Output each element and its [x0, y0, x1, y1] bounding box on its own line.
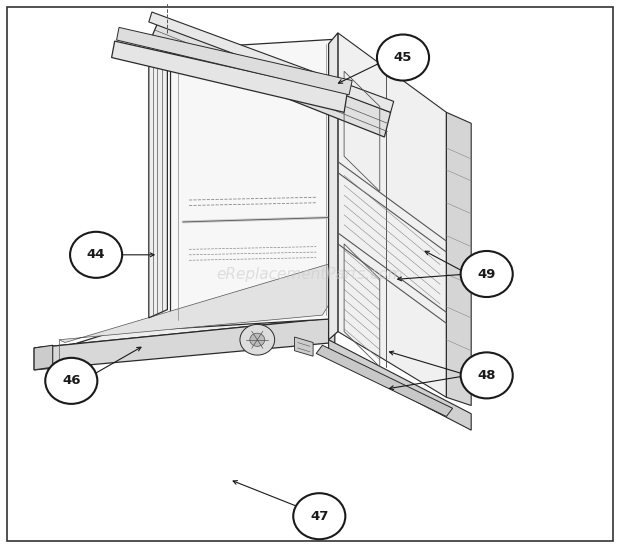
Circle shape [240, 324, 275, 355]
Text: 49: 49 [477, 267, 496, 281]
Polygon shape [329, 340, 471, 430]
Circle shape [461, 352, 513, 398]
Polygon shape [329, 33, 338, 340]
Polygon shape [338, 33, 446, 397]
Polygon shape [34, 318, 335, 370]
Polygon shape [149, 36, 167, 318]
Polygon shape [59, 255, 360, 342]
Text: 47: 47 [310, 510, 329, 523]
Circle shape [45, 358, 97, 404]
Circle shape [377, 35, 429, 81]
Polygon shape [112, 41, 347, 112]
Polygon shape [34, 345, 53, 370]
Text: 45: 45 [394, 51, 412, 64]
Circle shape [293, 493, 345, 539]
Polygon shape [149, 12, 394, 112]
Polygon shape [170, 39, 332, 329]
Polygon shape [149, 22, 391, 137]
Polygon shape [316, 345, 453, 416]
Polygon shape [34, 249, 378, 351]
Text: 48: 48 [477, 369, 496, 382]
Polygon shape [294, 337, 313, 356]
Text: 46: 46 [62, 374, 81, 387]
Circle shape [70, 232, 122, 278]
Circle shape [461, 251, 513, 297]
Circle shape [250, 333, 265, 346]
Text: eReplacementParts.com: eReplacementParts.com [216, 266, 404, 282]
Polygon shape [446, 112, 471, 406]
Polygon shape [117, 27, 352, 95]
Text: 44: 44 [87, 248, 105, 261]
